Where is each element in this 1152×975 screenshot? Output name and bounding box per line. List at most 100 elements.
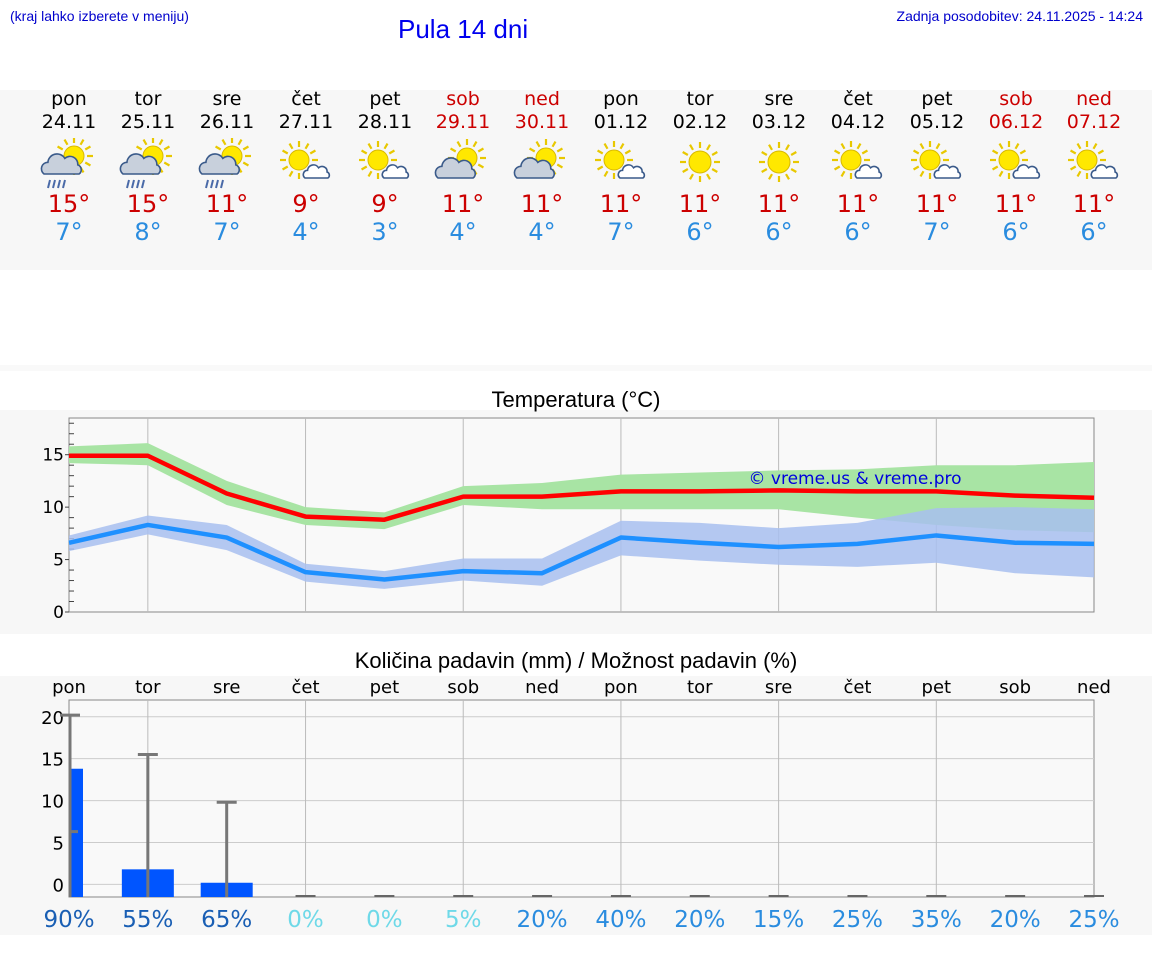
temp-max: 11° [441, 190, 485, 218]
temp-max: 11° [994, 190, 1038, 218]
day-date: 25.11 [120, 111, 176, 133]
day-column: sob 29.11 11° 4° [423, 88, 503, 246]
x-category-label: tor [687, 677, 713, 698]
temp-max: 11° [599, 190, 643, 218]
temp-max: 11° [836, 190, 880, 218]
y-tick-label: 20 [41, 708, 64, 729]
precip-probability: 40% [595, 907, 646, 933]
precip-probability: 55% [122, 907, 173, 933]
day-date: 06.12 [988, 111, 1044, 133]
precipitation-chart-title: Količina padavin (mm) / Možnost padavin … [354, 648, 798, 673]
y-tick-label: 0 [53, 875, 64, 896]
day-column: pet 28.11 9° 3° [345, 88, 425, 246]
x-category-label: sre [765, 677, 792, 698]
x-category-label: pet [370, 677, 400, 698]
min-line [68, 522, 1095, 582]
x-category-label: tor [135, 677, 161, 698]
sun-small-cloud-icon [595, 141, 646, 179]
day-name: pet [369, 88, 401, 110]
temp-min: 4° [528, 218, 556, 246]
temp-max: 9° [292, 190, 320, 218]
day-column: pon 01.12 11° 7° [581, 88, 661, 246]
day-column: sob 06.12 11° 6° [976, 88, 1056, 246]
forecast-strip [0, 90, 1152, 270]
city-menu-hint[interactable]: (kraj lahko izberete v meniju) [10, 8, 189, 24]
sun-small-cloud-icon [832, 141, 883, 179]
precip-probability: 25% [832, 907, 883, 933]
precip-probability: 20% [990, 907, 1041, 933]
divider [0, 365, 1152, 371]
day-name: čet [291, 88, 321, 110]
temp-max: 15° [47, 190, 91, 218]
precip-probability: 65% [201, 907, 252, 933]
day-date: 29.11 [435, 111, 491, 133]
sun-small-cloud-icon [1068, 141, 1119, 179]
temp-max: 11° [678, 190, 722, 218]
day-column: ned 30.11 11° 4° [502, 88, 582, 246]
day-date: 03.12 [751, 111, 807, 133]
sun-cloud-rain-icon [40, 138, 93, 189]
temp-max: 15° [126, 190, 170, 218]
day-name: ned [1076, 88, 1112, 110]
x-category-label: čet [292, 677, 320, 698]
temp-min: 6° [1080, 218, 1108, 246]
temp-min: 7° [213, 218, 241, 246]
y-tick-label: 10 [42, 498, 64, 518]
x-category-label: sob [447, 677, 479, 698]
day-date: 24.11 [41, 111, 97, 133]
day-name: sre [212, 88, 242, 110]
temp-max: 9° [371, 190, 399, 218]
day-name: pon [603, 88, 639, 110]
day-date: 02.12 [672, 111, 728, 133]
sun-small-cloud-icon [911, 141, 962, 179]
x-category-label: ned [525, 677, 559, 698]
day-date: 26.11 [199, 111, 255, 133]
sun-cloud-rain-icon [198, 138, 251, 189]
plot-area [68, 699, 1095, 898]
day-name: ned [524, 88, 560, 110]
precip-probability: 5% [445, 907, 482, 933]
temp-max: 11° [1072, 190, 1116, 218]
watermark: © vreme.us & vreme.pro [748, 469, 961, 489]
x-category-label: pet [922, 677, 952, 698]
day-column: čet 04.12 11° 6° [818, 88, 898, 246]
day-column: pet 05.12 11° 7° [897, 88, 977, 246]
min-band [69, 507, 1094, 589]
temp-min: 6° [765, 218, 793, 246]
day-date: 01.12 [593, 111, 649, 133]
day-column: tor 25.11 15° 8° [108, 88, 188, 246]
y-tick-label: 10 [41, 792, 64, 813]
sun-small-cloud-icon [990, 141, 1041, 179]
day-column: ned 07.12 11° 6° [1054, 88, 1134, 246]
temp-min: 7° [923, 218, 951, 246]
day-name: pon [51, 88, 87, 110]
y-tick-label: 5 [53, 551, 64, 571]
precip-probability: 90% [43, 907, 94, 933]
sun-small-cloud-icon [280, 141, 331, 179]
sun-icon [759, 142, 799, 182]
precip-probability: 20% [517, 907, 568, 933]
precipitation-chart: 0 5 10 15 20 pon tor sre čet pet sob ned pon tor sre če… [41, 677, 1119, 933]
day-name: čet [843, 88, 873, 110]
day-column: sre 03.12 11° 6° [739, 88, 819, 246]
max-line [69, 453, 1095, 522]
y-tick-label: 5 [53, 834, 64, 855]
x-category-label: čet [843, 677, 871, 698]
temp-min: 7° [607, 218, 635, 246]
temp-min: 6° [844, 218, 872, 246]
day-name: pet [921, 88, 953, 110]
sun-cloud-rain-icon [119, 138, 172, 189]
day-date: 30.11 [514, 111, 570, 133]
temp-min: 6° [686, 218, 714, 246]
x-category-label: sob [999, 677, 1031, 698]
sun-icon [680, 142, 720, 182]
y-tick-label: 15 [41, 750, 64, 771]
x-category-label: pon [52, 677, 86, 698]
max-band [69, 443, 1094, 533]
day-name: sob [999, 88, 1033, 110]
x-category-label: ned [1077, 677, 1111, 698]
day-column: tor 02.12 11° 6° [660, 88, 740, 246]
temp-max: 11° [915, 190, 959, 218]
last-updated: Zadnja posodobitev: 24.11.2025 - 14:24 [896, 8, 1143, 24]
y-tick-label: 15 [42, 446, 64, 466]
